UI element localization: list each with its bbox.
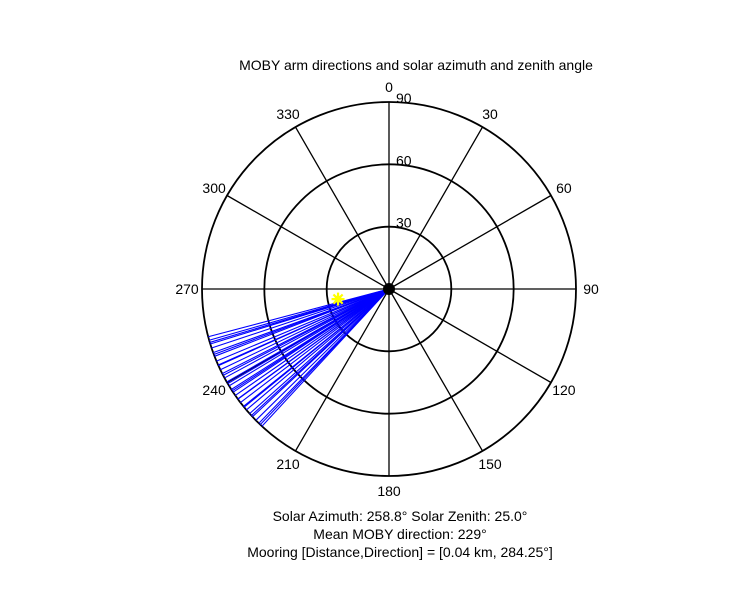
sun-marker [331,292,345,306]
radial-tick-label: 30 [396,215,412,231]
moby-arm-ray [216,288,390,362]
solar-info: Solar Azimuth: 258.8° Solar Zenith: 25.0… [272,508,528,524]
angle-tick-label: 240 [202,382,226,398]
mooring-info: Mooring [Distance,Direction] = [0.04 km,… [247,544,553,560]
angle-tick-label: 180 [377,483,401,499]
moby-arm-ray [209,288,390,343]
polar-markers [331,283,395,306]
mean-direction: Mean MOBY direction: 229° [313,526,487,542]
angle-spoke-150 [388,288,484,452]
moby-arm-ray [231,288,390,392]
moby-arm-ray [246,288,390,411]
range-ring-60 [263,163,515,415]
angle-tick-label: 300 [202,180,226,196]
polar-tick-labels: 0 30 60 90 120 150 180 210 240 270 300 330 30 60 90 [175,79,599,499]
angle-spoke-330 [294,126,390,290]
angle-spoke-300 [226,194,390,290]
moby-arm-ray [222,288,390,376]
angle-tick-label: 330 [276,106,300,122]
moby-arm-ray [234,288,390,396]
moby-arm-ray [240,288,390,404]
radial-tick-label: 60 [396,152,412,168]
angle-tick-label: 270 [175,281,199,297]
moby-arm-ray [227,288,390,385]
angle-tick-label: 60 [556,180,572,196]
moby-arm-ray [213,288,390,356]
moby-arm-ray [237,288,390,400]
radial-tick-label: 90 [396,90,412,106]
moby-arm-ray [217,288,390,366]
angle-tick-label: 30 [482,106,498,122]
moby-arm-ray [250,288,390,416]
moby-arm-ray [208,288,390,338]
angle-tick-label: 0 [385,79,393,95]
angle-spoke-120 [388,288,552,384]
sun-core [334,295,342,303]
angle-tick-label: 210 [276,456,300,472]
moby-arm-ray [255,288,390,421]
angle-spoke-210 [294,288,390,452]
range-ring-90 [201,101,577,477]
moby-arm-ray [243,288,390,408]
angle-tick-label: 120 [552,382,576,398]
center-marker [383,283,395,295]
moby-arm-rays [208,288,390,427]
angle-spoke-60 [388,194,552,290]
moby-arm-ray [220,288,390,371]
moby-arm-ray [259,288,390,426]
chart-title: MOBY arm directions and solar azimuth an… [239,57,593,73]
angle-tick-label: 150 [478,456,502,472]
range-ring-30 [325,225,453,353]
angle-spoke-30 [388,126,484,290]
moby-arm-ray [211,288,390,349]
angle-tick-label: 90 [583,281,599,297]
